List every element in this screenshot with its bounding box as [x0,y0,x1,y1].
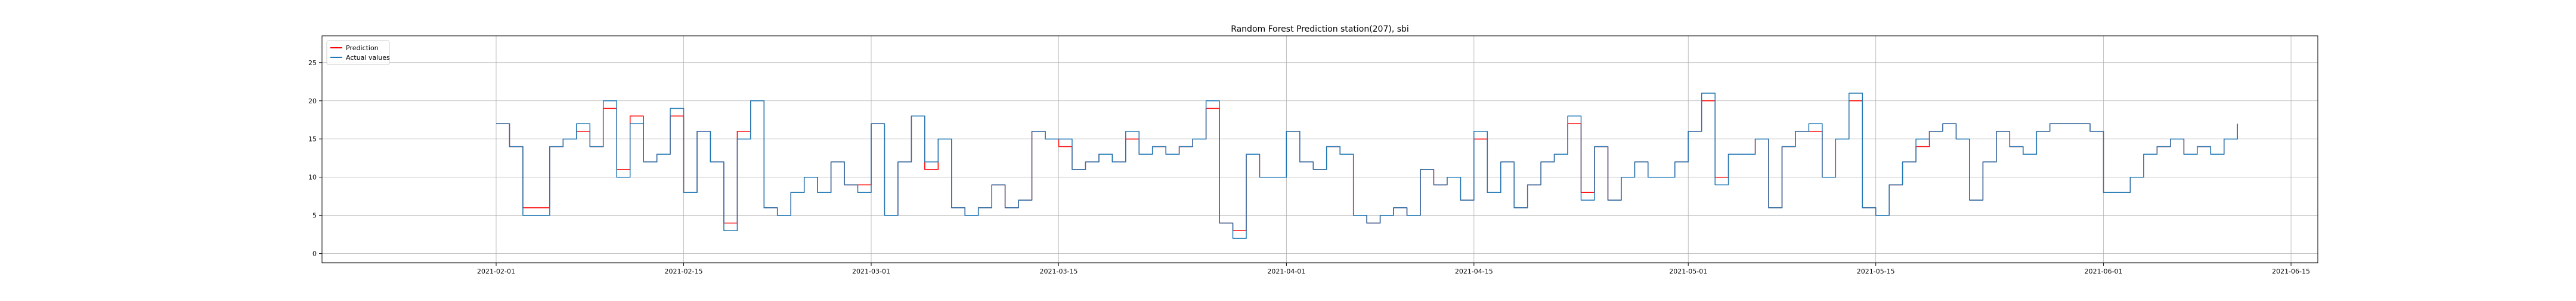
x-tick-label: 2021-04-15 [1455,268,1493,275]
series-line-actual-values [496,93,2238,239]
chart-title: Random Forest Prediction station(207), s… [1231,24,1409,34]
y-tick-label: 0 [312,250,317,258]
x-tick-label: 2021-06-15 [2272,268,2310,275]
series-line-prediction [496,100,2238,232]
legend-label-prediction: Prediction [346,44,379,52]
y-tick-label: 5 [312,212,317,220]
legend-label-actual-values: Actual values [346,54,390,62]
x-tick-label: 2021-03-01 [852,268,890,275]
x-tick-label: 2021-02-15 [665,268,703,275]
y-tick-label: 10 [308,174,317,182]
grid-layer [322,36,2318,263]
x-tick-label: 2021-05-15 [1857,268,1895,275]
x-tick-label: 2021-06-01 [2085,268,2123,275]
x-tick-label: 2021-03-15 [1040,268,1078,275]
legend: Prediction Actual values [326,40,390,65]
legend-box [326,40,390,65]
series-layer [496,93,2238,239]
x-tick-label: 2021-05-01 [1669,268,1707,275]
y-tick-label: 25 [308,59,317,67]
y-tick-label: 20 [308,97,317,105]
tick-layer: 2021-02-01 2021-02-15 2021-03-01 2021-03-15… [308,59,2310,275]
y-tick-label: 15 [308,136,317,143]
x-tick-label: 2021-04-01 [1267,268,1305,275]
plot-frame [321,35,2318,263]
x-tick-label: 2021-02-01 [477,268,515,275]
